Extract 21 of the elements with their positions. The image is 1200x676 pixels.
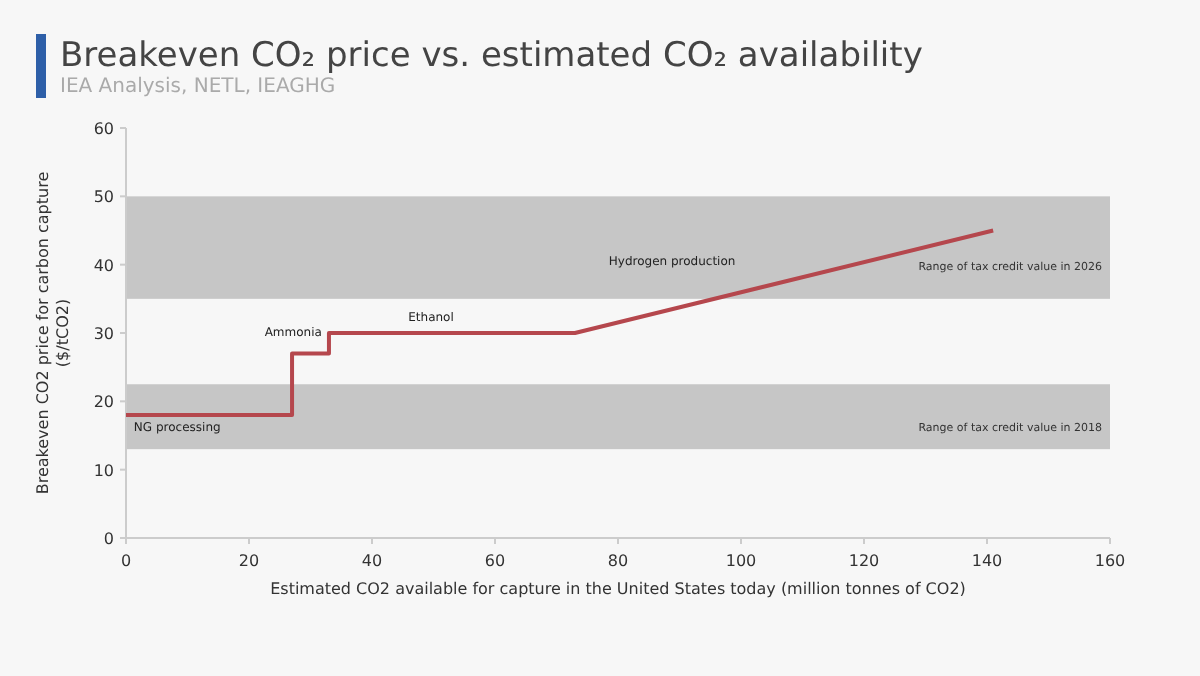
x-tick-label: 140 <box>971 552 1003 570</box>
x-tick-label: 80 <box>607 552 629 570</box>
x-tick-label: 40 <box>361 552 383 570</box>
x-axis-title: Estimated CO2 available for capture in the United States today (million tonnes of CO2) <box>270 580 966 598</box>
y-tick-label: 10 <box>93 461 114 480</box>
chart-title: Breakeven CO₂ price vs. estimated CO₂ availability <box>60 36 923 76</box>
y-tick-label: 60 <box>93 120 114 138</box>
x-tick-label: 160 <box>1094 552 1126 570</box>
x-tick-label: 0 <box>120 552 132 570</box>
x-tick-label: 20 <box>238 552 260 570</box>
y-axis-title: Breakeven CO2 price for carbon capture ($/tCO2) <box>34 171 72 495</box>
y-tick-label: 40 <box>93 256 114 275</box>
x-tick-label: 60 <box>484 552 506 570</box>
y-tick-label: 50 <box>93 188 114 207</box>
y-tick-label: 0 <box>103 530 114 548</box>
y-tick-label: 30 <box>93 325 114 343</box>
chart-subtitle: IEA Analysis, NETL, IEAGHG <box>60 76 336 98</box>
x-tick-label: 120 <box>848 552 880 570</box>
y-tick-label: 20 <box>93 393 114 412</box>
x-tick-label: 100 <box>725 552 757 570</box>
line-series <box>124 228 996 417</box>
